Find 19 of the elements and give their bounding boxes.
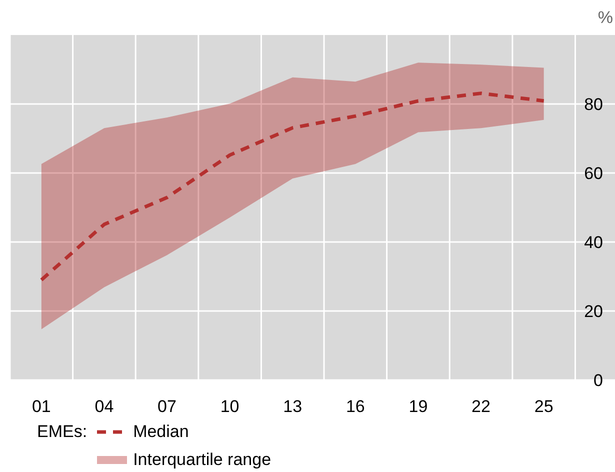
line-series xyxy=(40,92,546,282)
y-tick-label: 20 xyxy=(584,302,603,322)
x-tick-label: 25 xyxy=(534,397,554,416)
y-tick-label: 80 xyxy=(584,95,603,114)
x-tick-label: 04 xyxy=(94,397,114,416)
x-tick-label: 22 xyxy=(472,397,490,416)
y-tick-label: 40 xyxy=(584,233,603,252)
x-tick-label: 01 xyxy=(32,397,51,416)
y-tick-label: 0 xyxy=(594,371,603,390)
y-axis-title: % xyxy=(598,8,613,28)
x-tick-label: 16 xyxy=(346,397,365,416)
x-tick-label: 10 xyxy=(220,397,240,416)
legend-title: EMEs: xyxy=(37,421,88,443)
text: Interquartile range xyxy=(133,450,272,470)
y-tick-label: 60 xyxy=(584,164,603,184)
legend-label: Median xyxy=(133,422,189,442)
x-tick-label: 13 xyxy=(283,397,302,416)
x-tick-label: 19 xyxy=(408,397,428,416)
x-tick-label: 07 xyxy=(158,397,176,416)
